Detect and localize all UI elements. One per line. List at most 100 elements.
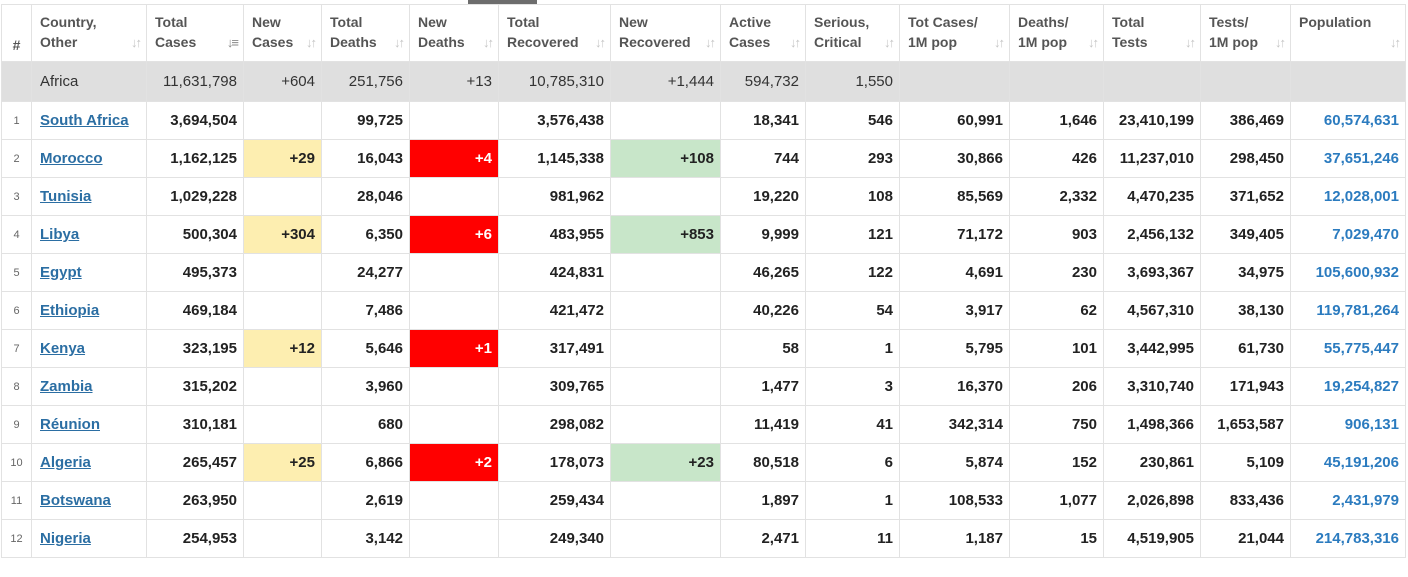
cell-total-recovered: 981,962 [498,177,611,216]
cell-country: Réunion [31,405,147,444]
cell-total-cases: 1,029,228 [146,177,244,216]
cell-new-cases [243,291,322,330]
cell-deaths-per-m: 15 [1009,519,1104,558]
cell-deaths-per-m: 206 [1009,367,1104,406]
cell-serious: 1 [805,481,900,520]
column-header-label: Tests/ [1209,14,1249,30]
sort-icon[interactable]: ↓↑ [994,35,1005,50]
table-row: 7 Kenya 323,195 +12 5,646 +1 317,491 58 1 5,795 10… [1,329,1406,368]
column-header-new-deaths[interactable]: New Deaths ↓↑ [409,4,499,62]
country-link[interactable]: South Africa [40,112,129,129]
cell-total-recovered: 421,472 [498,291,611,330]
country-link[interactable]: Botswana [40,492,111,509]
sort-icon[interactable]: ↓↑ [705,35,716,50]
cell-new-deaths [409,101,499,140]
column-header-label: New [418,14,447,30]
column-header-tests-per-m[interactable]: Tests/1M pop ↓↑ [1200,4,1291,62]
sort-icon[interactable]: ↓↑ [595,35,606,50]
country-link[interactable]: Réunion [40,416,100,433]
column-header-rank[interactable]: # [1,4,32,62]
column-header-label: Tot Cases/ [908,14,978,30]
column-header-sublabel: Tests [1112,34,1148,50]
country-link[interactable]: Egypt [40,264,82,281]
sort-icon[interactable]: ↓↑ [1185,35,1196,50]
cell-deaths-per-m: 62 [1009,291,1104,330]
column-header-cases-per-m[interactable]: Tot Cases/1M pop ↓↑ [899,4,1010,62]
cell-total-deaths: 6,866 [321,443,410,482]
cell-total-cases: 1,162,125 [146,139,244,178]
table-row: 2 Morocco 1,162,125 +29 16,043 +4 1,145,338 +10… [1,139,1406,178]
country-link[interactable]: Kenya [40,340,86,357]
sort-icon[interactable]: ↓↑ [1088,35,1099,50]
sort-icon[interactable]: ↓↑ [1275,35,1286,50]
column-header-total-deaths[interactable]: Total Deaths ↓↑ [321,4,410,62]
country-link[interactable]: Tunisia [40,188,92,205]
cell-rank: 12 [1,519,32,558]
cell-total-cases: 469,184 [146,291,244,330]
column-header-total-tests[interactable]: Total Tests ↓↑ [1103,4,1201,62]
sort-icon[interactable]: ↓↑ [483,35,494,50]
cell-serious: 1 [805,329,900,368]
column-header-new-recovered[interactable]: New Recovered ↓↑ [610,4,721,62]
table-row: 1 South Africa 3,694,504 99,725 3,576,438 18,… [1,101,1406,140]
table-row: 4 Libya 500,304 +304 6,350 +6 483,955 +853 9,999… [1,215,1406,254]
country-link[interactable]: Morocco [40,150,103,167]
cell-new-deaths [409,253,499,292]
cell-total-cases: 3,694,504 [146,101,244,140]
cell-total-deaths: 5,646 [321,329,410,368]
cell-total-recovered: 249,340 [498,519,611,558]
sort-icon[interactable]: ↓↑ [790,35,801,50]
cell-tests-per-m: 171,943 [1200,367,1291,406]
sort-icon[interactable]: ↓↑ [394,35,405,50]
column-header-label: # [12,37,21,53]
cell-rank: 4 [1,215,32,254]
cell-country: Tunisia [31,177,147,216]
column-header-active-cases[interactable]: Active Cases ↓↑ [720,4,806,62]
cell-cases-per-m: 30,866 [899,139,1010,178]
cell-serious: 1,550 [805,61,900,102]
cell-cases-per-m: 342,314 [899,405,1010,444]
cell-new-cases [243,481,322,520]
cell-population: 12,028,001 [1290,177,1406,216]
country-link[interactable]: Algeria [40,454,91,471]
column-header-total-cases[interactable]: Total Cases ↓≡ [146,4,244,62]
cell-rank: 5 [1,253,32,292]
country-link[interactable]: Nigeria [40,530,91,547]
cell-population: 2,431,979 [1290,481,1406,520]
country-link[interactable]: Zambia [40,378,93,395]
cell-new-recovered [610,405,721,444]
sort-icon[interactable]: ↓↑ [1390,35,1401,50]
column-header-label: Active [729,14,772,30]
cell-active-cases: 11,419 [720,405,806,444]
cell-new-deaths: +1 [409,329,499,368]
cell-active-cases: 80,518 [720,443,806,482]
sort-icon[interactable]: ↓↑ [306,35,317,50]
column-header-new-cases[interactable]: New Cases ↓↑ [243,4,322,62]
cell-active-cases: 1,477 [720,367,806,406]
column-header-population[interactable]: Population ↓↑ [1290,4,1406,62]
sort-icon[interactable]: ↓↑ [884,35,895,50]
column-header-total-recovered[interactable]: Total Recovered ↓↑ [498,4,611,62]
sort-desc-icon[interactable]: ↓≡ [226,35,239,50]
column-header-serious[interactable]: Serious, Critical ↓↑ [805,4,900,62]
column-header-country[interactable]: Country, Other ↓↑ [31,4,147,62]
cell-total-cases: 323,195 [146,329,244,368]
cell-serious: 121 [805,215,900,254]
cell-rank: 10 [1,443,32,482]
cell-total-tests: 4,567,310 [1103,291,1201,330]
country-link[interactable]: Ethiopia [40,302,100,319]
cell-total-cases: 495,373 [146,253,244,292]
cell-active-cases: 18,341 [720,101,806,140]
column-header-label: Total [1112,14,1145,30]
cell-serious: 293 [805,139,900,178]
cell-total-tests: 230,861 [1103,443,1201,482]
table-row: 9 Réunion 310,181 680 298,082 11,419 41 342,314… [1,405,1406,444]
country-link[interactable]: Libya [40,226,80,243]
cell-total-tests: 3,693,367 [1103,253,1201,292]
cell-cases-per-m: 4,691 [899,253,1010,292]
column-header-deaths-per-m[interactable]: Deaths/1M pop ↓↑ [1009,4,1104,62]
cell-cases-per-m: 3,917 [899,291,1010,330]
sort-icon[interactable]: ↓↑ [131,35,142,50]
cell-serious: 41 [805,405,900,444]
column-header-sublabel: Other [40,34,78,50]
